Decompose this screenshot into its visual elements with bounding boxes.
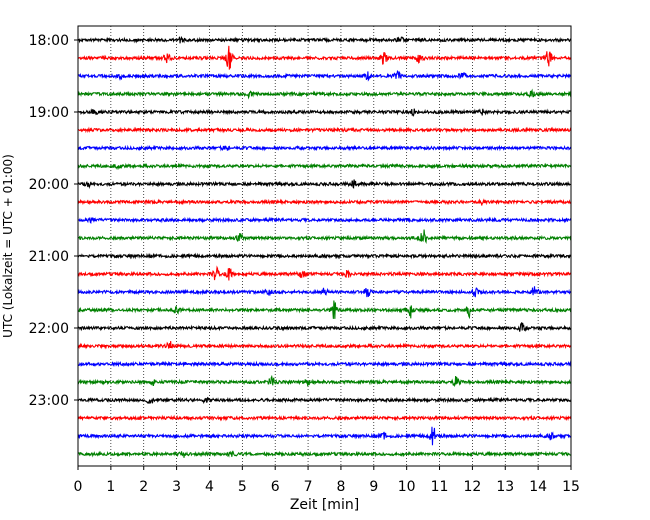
trace-line-2000: [77, 179, 572, 190]
trace-line-2030: [77, 216, 572, 225]
trace-line-2300: [77, 396, 572, 405]
x-tick-label: 14: [529, 479, 547, 495]
trace-line-2045: [77, 229, 572, 245]
trace-line-1900: [77, 108, 572, 117]
trace-line-2215: [77, 341, 572, 350]
y-tick-label: 23:00: [29, 393, 69, 409]
x-tick-label: 7: [304, 479, 313, 495]
y-tick-label: 18:00: [29, 33, 69, 49]
trace-line-2100: [77, 252, 572, 260]
y-tick-label: 21:00: [29, 249, 69, 265]
trace-line-2245: [77, 374, 572, 388]
trace-line-2115: [77, 265, 572, 281]
x-tick-label: 4: [205, 479, 214, 495]
x-tick-label: 13: [496, 479, 514, 495]
trace-line-1945: [77, 162, 572, 171]
x-tick-label: 6: [271, 479, 280, 495]
trace-line-2130: [77, 286, 572, 298]
trace-line-1830: [77, 70, 572, 82]
trace-line-2330: [77, 426, 572, 446]
trace-line-1930: [77, 144, 572, 152]
y-axis-label: UTC (Lokalzeit = UTC + 01:00): [1, 154, 15, 338]
y-tick-label: 22:00: [29, 321, 69, 337]
x-tick-label: 15: [562, 479, 580, 495]
y-tick-label: 20:00: [29, 177, 69, 193]
trace-lines: [77, 35, 572, 458]
trace-line-1845: [77, 88, 572, 100]
trace-line-1915: [77, 126, 572, 134]
trace-line-1800: [77, 35, 572, 44]
x-tick-label: 11: [431, 479, 449, 495]
y-tick-label: 19:00: [29, 105, 69, 121]
y-axis-ticks: 18:00 19:00 20:00 21:00 22:00 23:00: [29, 33, 78, 409]
trace-line-2315: [77, 414, 572, 422]
x-tick-label: 0: [74, 479, 83, 495]
x-tick-label: 1: [106, 479, 115, 495]
x-axis-label: Zeit [min]: [290, 497, 359, 513]
grid-lines: [110, 26, 539, 466]
x-tick-label: 10: [398, 479, 416, 495]
plot-frame: [77, 25, 572, 467]
x-tick-label: 9: [369, 479, 378, 495]
trace-line-2015: [77, 198, 572, 206]
x-tick-label: 12: [463, 479, 481, 495]
trace-line-2345: [77, 450, 572, 458]
x-tick-label: 2: [139, 479, 148, 495]
x-tick-label: 8: [336, 479, 345, 495]
trace-line-2145: [77, 300, 572, 320]
trace-line-2200: [77, 322, 572, 333]
trace-line-1815: [77, 45, 572, 70]
x-tick-label: 3: [172, 479, 181, 495]
x-tick-label: 5: [238, 479, 247, 495]
trace-line-2230: [77, 360, 572, 368]
x-axis-ticks: 0 1 2 3 4 5 6 7 8 9 10 11 12 13 14 15: [74, 466, 580, 495]
